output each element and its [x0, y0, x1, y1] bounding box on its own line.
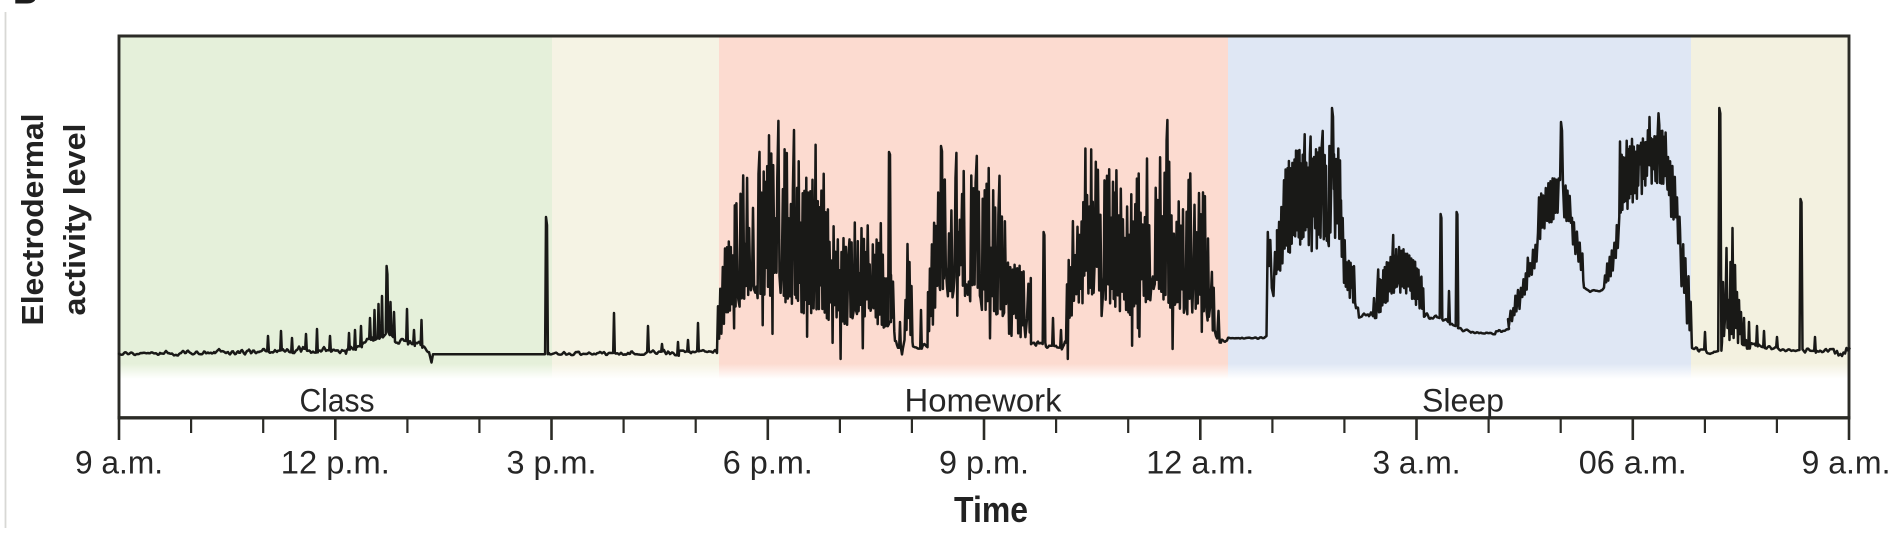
svg-text:B: B: [13, 0, 38, 12]
svg-text:Electrodermal: Electrodermal: [15, 114, 50, 326]
svg-text:3 p.m.: 3 p.m.: [507, 445, 597, 481]
svg-text:9 p.m.: 9 p.m.: [939, 445, 1029, 481]
svg-text:06 a.m.: 06 a.m.: [1579, 445, 1687, 481]
svg-text:12 p.m.: 12 p.m.: [281, 445, 390, 481]
svg-text:3 a.m.: 3 a.m.: [1373, 445, 1461, 481]
svg-text:activity level: activity level: [57, 124, 92, 316]
svg-text:Homework: Homework: [905, 383, 1063, 419]
svg-text:9 a.m.: 9 a.m.: [1802, 445, 1891, 481]
svg-text:9 a.m.: 9 a.m.: [75, 445, 163, 481]
svg-text:Class: Class: [300, 383, 375, 419]
svg-text:12 a.m.: 12 a.m.: [1146, 445, 1254, 481]
svg-text:Sleep: Sleep: [1422, 383, 1504, 419]
svg-text:6 p.m.: 6 p.m.: [723, 445, 813, 481]
svg-text:Time: Time: [954, 489, 1028, 530]
